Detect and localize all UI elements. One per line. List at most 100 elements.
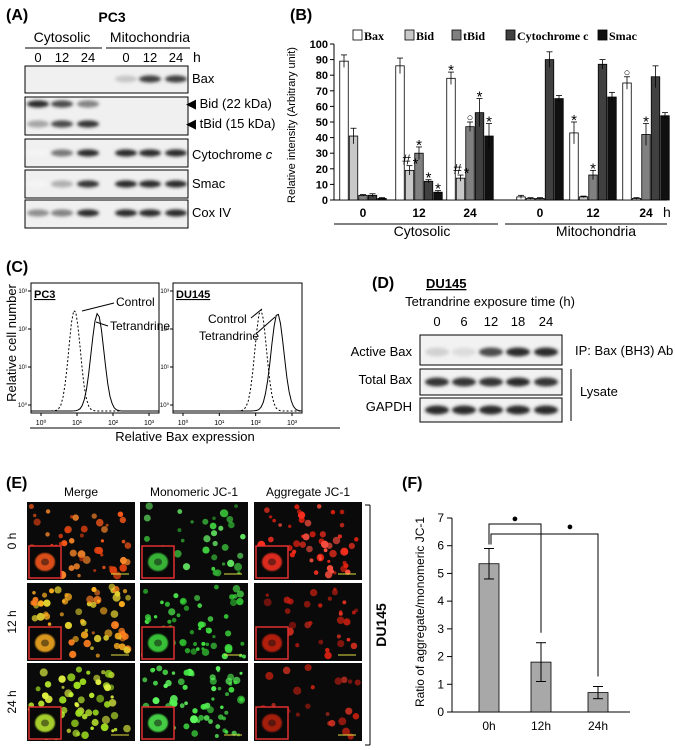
cell-dot [284, 608, 291, 614]
cell-dot [240, 641, 245, 646]
cell-dot [293, 540, 301, 548]
panel-c-letter: (C) [6, 259, 28, 276]
significance-marker: * [426, 170, 432, 187]
cell-dot [225, 692, 230, 697]
cell-dot [228, 521, 235, 529]
micrograph-1-0 [27, 583, 135, 661]
significance-marker: * [486, 114, 492, 131]
cell-dot [88, 692, 95, 699]
cell-dot [230, 599, 237, 607]
cell-dot [203, 535, 211, 543]
panel-e-cell-line: DU145 [373, 603, 389, 647]
cell-dot [85, 709, 93, 717]
cell-dot [75, 709, 83, 717]
cell-dot [227, 673, 235, 681]
cell-dot [214, 584, 219, 590]
lane-time-18: 18 [511, 314, 525, 329]
cell-dot [209, 522, 217, 530]
cell-dot [64, 621, 73, 630]
cell-dot [282, 666, 291, 675]
cell-dot [205, 627, 210, 632]
cell-dot [75, 666, 83, 673]
significance-marker: * [413, 156, 419, 173]
cell-dot [61, 685, 65, 689]
significance-marker: * [435, 181, 441, 198]
cell-dot [91, 718, 99, 727]
cell-dot [80, 525, 88, 533]
panel-b-category-label: 0 [537, 206, 544, 220]
tetrandrine-curve [173, 313, 303, 412]
panel-b-ytick-label: 100 [310, 39, 328, 51]
cell-dot [325, 712, 330, 717]
cell-dot [83, 639, 91, 648]
cell-dot [224, 710, 229, 715]
blot-band [165, 209, 187, 217]
cell-dot [228, 686, 235, 693]
significance-marker: * [416, 137, 422, 154]
blot-band [425, 405, 449, 415]
cell-dot [182, 563, 191, 571]
cell-dot [99, 607, 108, 615]
cell-dot [162, 669, 169, 676]
micrograph-2-2 [254, 663, 362, 741]
bar-tbid [465, 126, 475, 201]
cell-dot [211, 686, 217, 692]
bar-cytochrome-c [597, 63, 608, 201]
cell-dot [201, 648, 210, 656]
panel-d-cell-line: DU145 [426, 276, 466, 291]
cell-dot [183, 669, 190, 676]
histogram-cell-line: DU145 [176, 289, 210, 301]
blot-band [506, 405, 530, 415]
cell-dot [323, 548, 328, 553]
cell-dot [58, 675, 66, 683]
panel-b-category-label: 24 [463, 206, 477, 220]
cell-dot [77, 550, 86, 559]
panel-d-subtitle: Tetrandrine exposure time (h) [405, 294, 575, 309]
cell-dot [308, 620, 313, 626]
cell-dot [313, 570, 319, 575]
cell-dot [73, 563, 80, 570]
cell-dot [234, 504, 238, 508]
cell-dot [41, 592, 48, 598]
cell-dot [299, 541, 307, 548]
lane-time-1: 12 [55, 50, 69, 65]
panel-f-ytick-label: 2 [437, 650, 444, 664]
cell-dot [143, 514, 151, 522]
bar-bax [339, 60, 349, 201]
cell-dot [220, 509, 229, 518]
cell-dot [58, 541, 63, 546]
panel-b-ytick-label: 10 [316, 179, 328, 191]
blot-band [165, 149, 187, 157]
cell-dot [191, 730, 199, 737]
du145-control-label: Control [208, 312, 247, 326]
blot-frame [24, 169, 189, 199]
cell-dot [320, 540, 329, 549]
cell-dot [64, 593, 73, 601]
cell-dot [263, 598, 272, 607]
cell-dot [44, 695, 53, 704]
cell-dot [79, 533, 84, 538]
cell-dot [212, 635, 216, 639]
panel-b-ytick-label: 70 [316, 86, 328, 98]
cell-dot [122, 588, 128, 594]
cell-dot [174, 550, 182, 558]
cell-dot [86, 670, 91, 675]
cell-dot [226, 515, 234, 523]
blot-band [139, 180, 161, 188]
cell-dot [104, 684, 111, 692]
blot-band [452, 377, 476, 387]
cell-dot [336, 634, 341, 639]
bar-smac [554, 98, 564, 201]
cell-dot [268, 515, 273, 519]
panel-b-ytick-label: 50 [316, 117, 328, 129]
significance-marker: * [571, 112, 577, 129]
panel-b-ytick-label: 0 [322, 195, 328, 207]
cell-dot [108, 698, 117, 707]
cell-dot [306, 545, 313, 553]
cell-dot [100, 553, 104, 557]
cell-dot [110, 610, 119, 618]
du145-tetrandrine-label: Tetrandrine [199, 329, 259, 343]
cell-dot [225, 630, 232, 637]
histogram-frame [30, 282, 160, 414]
cell-dot [240, 533, 246, 540]
